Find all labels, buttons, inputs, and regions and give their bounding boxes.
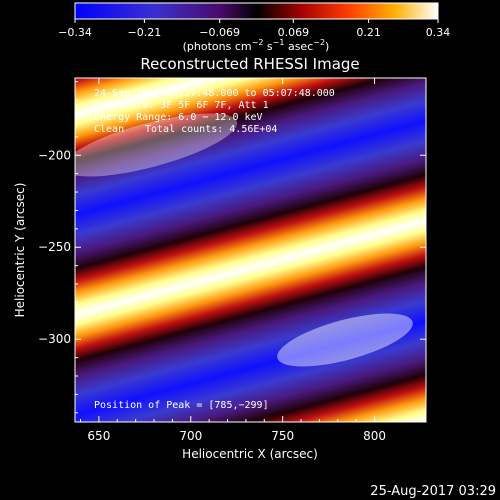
x-tick-label: 650: [87, 429, 110, 443]
annotations: 24-Sep-2015 04:57:48.000 to 05:07:48.000…: [94, 88, 335, 411]
annotation-peak: Position of Peak = [785,−299]: [94, 400, 269, 411]
colorbar: −0.34 −0.21 −0.069 0.069 0.21 0.34 (photons c…: [58, 2, 450, 53]
footer-date: 25-Aug-2017 03:29: [370, 484, 496, 499]
colorbar-tick-label: −0.21: [128, 26, 162, 39]
annotation-energy: Energy Range: 6.0 − 12.0 keV: [94, 112, 263, 123]
colorbar-units: (photons cm−2 s−1 asec−2): [183, 38, 330, 53]
colorbar-tick-label: 0.069: [278, 26, 310, 39]
heatmap-image: [75, 78, 426, 422]
x-tick-label: 750: [271, 429, 294, 443]
colorbar-tick-label: −0.34: [58, 26, 92, 39]
y-tick-label: −250: [38, 240, 71, 254]
colorbar-tick-label: 0.21: [356, 26, 381, 39]
annotation-counts: Total counts: 4.56E+04: [145, 124, 277, 135]
annotation-time: 24-Sep-2015 04:57:48.000 to 05:07:48.000: [94, 88, 335, 99]
colorbar-tick-label: −0.069: [199, 26, 240, 39]
colorbar-ticks: −0.34 −0.21 −0.069 0.069 0.21 0.34: [58, 19, 450, 39]
colorbar-gradient: [74, 2, 439, 20]
y-axis-label: Heliocentric Y (arcsec): [13, 183, 27, 318]
annotation-detectors: Detectors: 3F 5F 6F 7F, Att 1: [94, 100, 269, 111]
colorbar-tick-label: 0.34: [426, 26, 451, 39]
chart-title: Reconstructed RHESSI Image: [140, 55, 359, 73]
annotation-clean: Clean: [94, 124, 124, 135]
x-axis-label: Heliocentric X (arcsec): [182, 447, 318, 461]
y-tick-label: −300: [38, 332, 71, 346]
y-axis: −200 −250 −300: [38, 81, 426, 414]
x-tick-label: 700: [179, 429, 202, 443]
x-axis: 650 700 750 800: [80, 78, 412, 443]
plot-frame: [74, 77, 427, 423]
y-tick-label: −200: [38, 148, 71, 162]
x-tick-label: 800: [363, 429, 386, 443]
